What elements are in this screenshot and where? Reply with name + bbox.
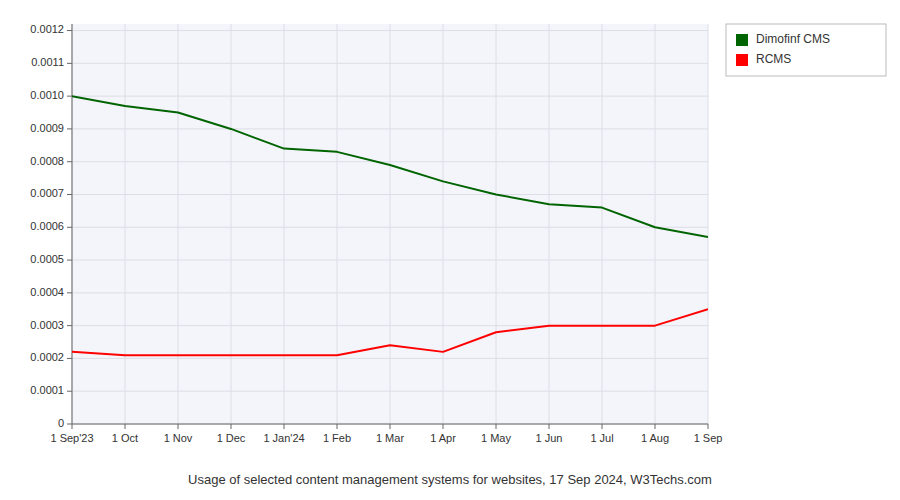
x-tick-label: 1 May <box>481 432 511 444</box>
x-tick-label: 1 Dec <box>217 432 246 444</box>
legend: Dimofinf CMS RCMS <box>726 24 886 76</box>
series-line <box>72 96 708 237</box>
y-tick-label: 0.0010 <box>30 89 64 101</box>
y-tick-label: 0.0002 <box>30 351 64 363</box>
grid-line <box>72 424 708 425</box>
y-tick <box>67 325 72 326</box>
y-tick-label: 0.0003 <box>30 319 64 331</box>
y-tick <box>67 30 72 31</box>
axes: 0 0.0001 0.0002 0.0003 0.0004 0.0005 0.0006 0.0… <box>30 23 722 444</box>
y-tick-label: 0.0007 <box>30 187 64 199</box>
grid-line <box>125 24 126 424</box>
legend-label: RCMS <box>756 52 791 66</box>
x-tick <box>72 424 73 429</box>
x-tick <box>178 424 179 429</box>
y-tick <box>67 96 72 97</box>
y-tick-label: 0.0004 <box>30 286 64 298</box>
legend-label: Dimofinf CMS <box>756 32 830 46</box>
x-tick <box>125 424 126 429</box>
y-tick-label: 0.0006 <box>30 220 64 232</box>
x-tick-label: 1 Jul <box>590 432 613 444</box>
y-tick-label: 0.0009 <box>30 122 64 134</box>
y-tick <box>67 194 72 195</box>
grid-line <box>72 24 73 424</box>
x-tick-label: 1 Sep <box>694 432 723 444</box>
y-tick-label: 0.0001 <box>30 384 64 396</box>
grid-line <box>178 24 179 424</box>
grid-line <box>337 24 338 424</box>
grid-line <box>390 24 391 424</box>
x-tick-label: 1 Aug <box>641 432 669 444</box>
x-tick <box>549 424 550 429</box>
grid-line <box>443 24 444 424</box>
y-tick <box>67 128 72 129</box>
y-tick-label: 0 <box>58 417 64 429</box>
x-tick <box>655 424 656 429</box>
x-tick-label: 1 Sep'23 <box>50 432 93 444</box>
x-tick <box>443 424 444 429</box>
plot-area <box>72 24 708 424</box>
legend-swatch <box>736 54 748 66</box>
x-tick <box>231 424 232 429</box>
x-tick-label: 1 Jun <box>536 432 563 444</box>
grid-line <box>655 24 656 424</box>
y-axis-line <box>72 24 73 424</box>
legend-box <box>726 24 886 76</box>
y-tick-label: 0.0005 <box>30 253 64 265</box>
x-axis-line <box>72 424 708 425</box>
series-line <box>72 309 708 355</box>
x-tick <box>602 424 603 429</box>
x-tick <box>337 424 338 429</box>
x-tick <box>708 424 709 429</box>
series-group <box>72 96 708 355</box>
chart-title: Usage of selected content management sys… <box>188 472 712 487</box>
y-tick <box>67 63 72 64</box>
x-tick <box>284 424 285 429</box>
legend-swatch <box>736 34 748 46</box>
grid-line <box>231 24 232 424</box>
y-tick-label: 0.0008 <box>30 155 64 167</box>
y-tick <box>67 161 72 162</box>
grid-line <box>708 24 709 424</box>
grid-line <box>496 24 497 424</box>
x-tick-label: 1 Nov <box>164 432 193 444</box>
x-tick-label: 1 Oct <box>112 432 138 444</box>
x-tick <box>390 424 391 429</box>
chart-container: 0 0.0001 0.0002 0.0003 0.0004 0.0005 0.0006 0.0… <box>0 0 900 500</box>
grid <box>72 24 708 424</box>
y-tick <box>67 260 72 261</box>
y-tick <box>67 424 72 425</box>
x-tick-label: 1 Jan'24 <box>263 432 304 444</box>
y-tick <box>67 358 72 359</box>
y-tick <box>67 391 72 392</box>
x-tick-label: 1 Feb <box>323 432 351 444</box>
x-tick <box>496 424 497 429</box>
y-tick-label: 0.0012 <box>30 23 64 35</box>
grid-line <box>602 24 603 424</box>
x-tick-label: 1 Mar <box>376 432 404 444</box>
y-tick <box>67 227 72 228</box>
y-tick-label: 0.0011 <box>31 56 64 68</box>
chart-svg: 0 0.0001 0.0002 0.0003 0.0004 0.0005 0.0006 0.0… <box>0 0 900 500</box>
grid-line <box>549 24 550 424</box>
x-tick-label: 1 Apr <box>430 432 456 444</box>
grid-line <box>284 24 285 424</box>
y-tick <box>67 292 72 293</box>
